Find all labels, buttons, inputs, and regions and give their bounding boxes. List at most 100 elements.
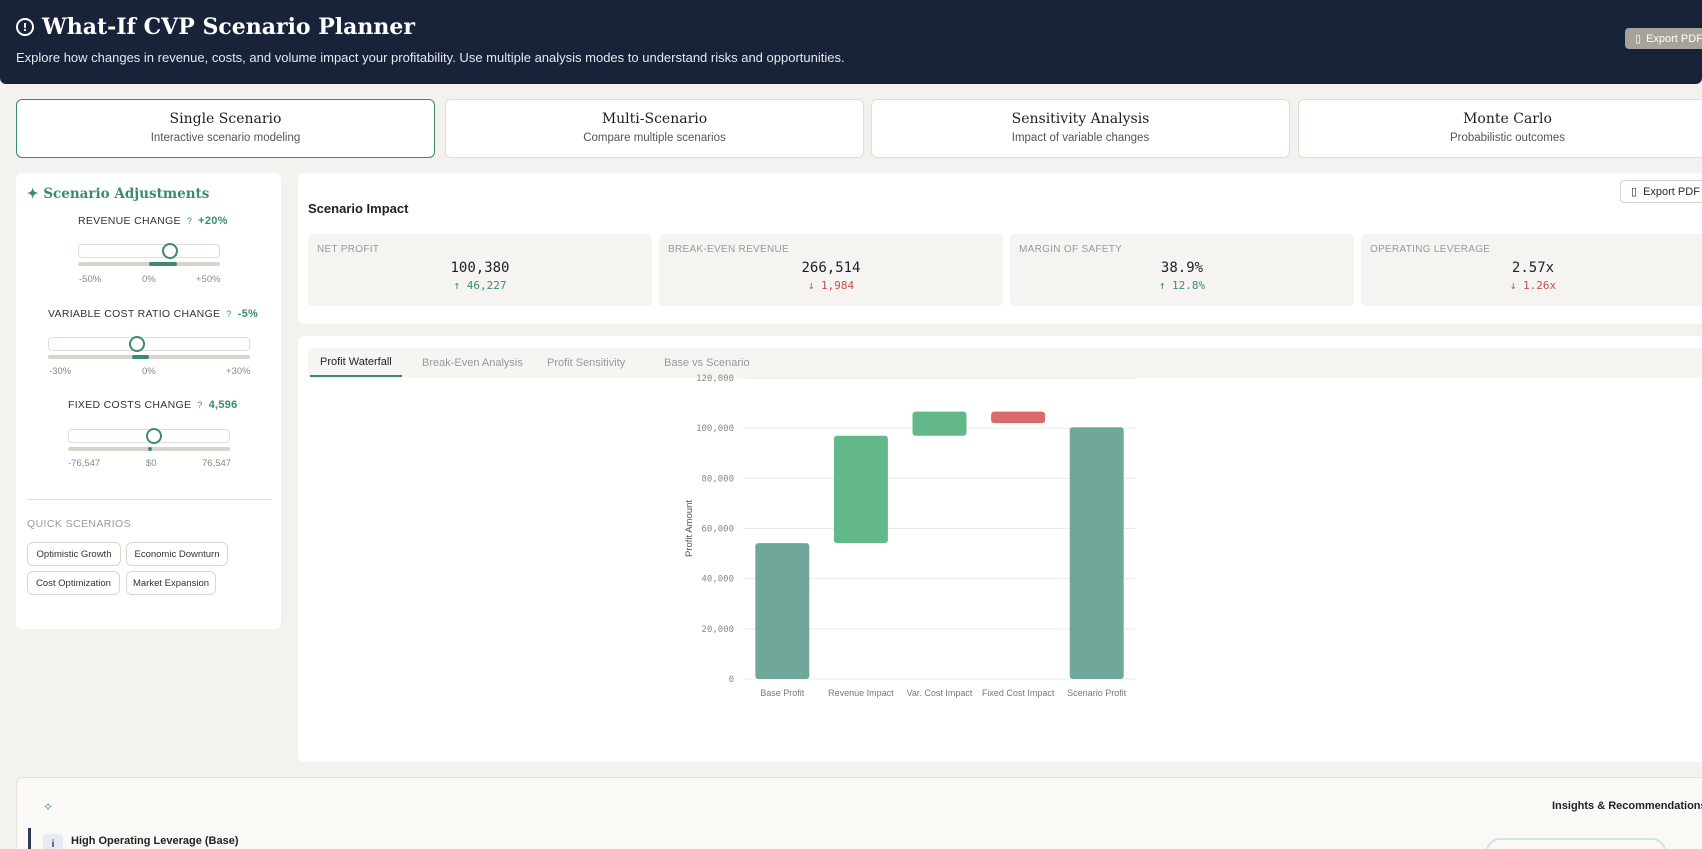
page-title-text: What-If CVP Scenario Planner (42, 14, 415, 40)
tab-base-vs-scenario[interactable]: Base vs Scenario (664, 356, 750, 369)
x-tick-label: Base Profit (760, 688, 805, 698)
revenue-change-value: +20% (198, 215, 228, 227)
y-axis-label: Profit Amount (684, 500, 695, 557)
mode-tab-subtitle: Compare multiple scenarios (583, 132, 726, 144)
variable-cost-slider-fill (132, 355, 149, 359)
variable-cost-slider[interactable] (48, 355, 250, 359)
waterfall-bar (1069, 427, 1124, 679)
mode-tab-single-scenario[interactable]: Single Scenario Interactive scenario mod… (16, 99, 435, 158)
variable-cost-change-label: VARIABLE COST RATIO CHANGE ? -5% (48, 308, 258, 320)
insight-row[interactable]: i High Operating Leverage (Base) (28, 828, 1428, 849)
metric-value: 266,514 (801, 260, 861, 276)
fixed-costs-change-label-text: FIXED COSTS CHANGE (68, 399, 192, 411)
mode-tab-subtitle: Probabilistic outcomes (1449, 132, 1566, 144)
metric-net-profit: NET PROFIT 100,380 ↑ 46,227 (308, 234, 652, 306)
waterfall-bar (991, 411, 1046, 424)
mode-tab-title: Monte Carlo (1463, 111, 1552, 127)
metric-delta: ↓ 1,984 (807, 279, 855, 292)
fixed-costs-mid-label: $0 (146, 458, 157, 469)
waterfall-bar (755, 543, 810, 679)
x-tick-label: Var. Cost Impact (907, 688, 973, 698)
scenario-adjustments-title-text: Scenario Adjustments (43, 186, 210, 202)
y-tick-label: 120,000 (696, 374, 734, 384)
economic-downturn-button[interactable]: Economic Downturn (126, 542, 228, 566)
revenue-change-slider-box (78, 244, 220, 258)
export-pdf-button[interactable]: ▯ Export PDF (1625, 28, 1702, 49)
help-icon[interactable]: ? (186, 216, 193, 226)
fixed-costs-change-label: FIXED COSTS CHANGE ? 4,596 (68, 399, 238, 411)
fixed-costs-slider-thumb[interactable] (146, 428, 162, 444)
document-icon: ▯ (1631, 186, 1638, 198)
variable-cost-change-value: -5% (237, 308, 259, 320)
variable-cost-slider-thumb[interactable] (129, 336, 145, 352)
mode-tab-title: Single Scenario (169, 111, 282, 127)
revenue-min-label: -50% (79, 274, 102, 285)
page-header: ! What-If CVP Scenario Planner Explore h… (0, 0, 1702, 84)
optimistic-growth-button[interactable]: Optimistic Growth (27, 542, 121, 566)
insights-title: Insights & Recommendations (1552, 800, 1702, 812)
y-tick-label: 60,000 (701, 525, 734, 535)
insights-panel: ✧ Insights & Recommendations i High Oper… (16, 777, 1702, 849)
revenue-max-label: +50% (196, 274, 221, 285)
market-expansion-button[interactable]: Market Expansion (126, 571, 216, 595)
mode-tab-title: Multi-Scenario (601, 111, 708, 127)
revenue-change-slider-fill (149, 262, 177, 266)
divider (27, 499, 272, 500)
metric-value: 2.57x (1511, 260, 1555, 276)
y-tick-label: 0 (729, 675, 734, 685)
cost-optimization-button[interactable]: Cost Optimization (27, 571, 120, 595)
metric-break-even-revenue: BREAK-EVEN REVENUE 266,514 ↓ 1,984 (659, 234, 1003, 306)
revenue-change-label: REVENUE CHANGE ? +20% (78, 215, 228, 227)
metric-margin-of-safety: MARGIN OF SAFETY 38.9% ↑ 12.8% (1010, 234, 1354, 306)
y-tick-label: 20,000 (701, 625, 734, 635)
export-pdf-label: Export PDF (1646, 32, 1702, 45)
chart-panel: Profit Waterfall Break-Even Analysis Pro… (298, 336, 1702, 762)
metric-value: 38.9% (1160, 260, 1204, 276)
insight-action-button[interactable] (1486, 838, 1666, 849)
metric-label: NET PROFIT (317, 244, 380, 255)
fixed-costs-slider-fill (148, 447, 152, 451)
waterfall-bar (912, 411, 967, 436)
scenario-adjustments-title: ✦ Scenario Adjustments (27, 186, 209, 202)
mode-tab-subtitle: Impact of variable changes (1011, 132, 1150, 144)
info-icon: i (43, 834, 63, 849)
quick-scenarios-title: QUICK SCENARIOS (27, 518, 132, 530)
y-tick-label: 100,000 (696, 424, 734, 434)
profit-waterfall-chart: 0 20,000 40,000 60,000 80,000 100,000 120,000 P… (684, 374, 1136, 698)
insight-text: High Operating Leverage (Base) (71, 835, 239, 847)
y-tick-label: 40,000 (701, 575, 734, 585)
tab-break-even-analysis[interactable]: Break-Even Analysis (422, 356, 523, 369)
page-subtitle: Explore how changes in revenue, costs, a… (16, 50, 845, 65)
tab-profit-sensitivity[interactable]: Profit Sensitivity (547, 356, 626, 369)
page-title: ! What-If CVP Scenario Planner (16, 14, 415, 40)
metric-operating-leverage: OPERATING LEVERAGE 2.57x ↓ 1.26x (1361, 234, 1702, 306)
scenario-impact-panel: Scenario Impact ▯ Export PDF NET PROFIT … (298, 173, 1702, 324)
metric-label: BREAK-EVEN REVENUE (668, 244, 789, 255)
variable-cost-change-label-text: VARIABLE COST RATIO CHANGE (48, 308, 221, 320)
revenue-change-label-text: REVENUE CHANGE (78, 215, 181, 227)
fixed-costs-max-label: 76,547 (202, 458, 232, 469)
export-pdf-button[interactable]: ▯ Export PDF (1620, 180, 1702, 203)
revenue-mid-label: 0% (142, 274, 156, 285)
mode-tab-monte-carlo[interactable]: Monte Carlo Probabilistic outcomes (1298, 99, 1702, 158)
x-tick-label: Scenario Profit (1067, 688, 1127, 698)
metric-delta: ↑ 12.8% (1158, 279, 1206, 292)
money-icon: ✦ (27, 186, 39, 202)
scenario-adjustments-panel: ✦ Scenario Adjustments REVENUE CHANGE ? … (16, 173, 281, 629)
revenue-change-slider-thumb[interactable] (162, 243, 178, 259)
tab-profit-waterfall[interactable]: Profit Waterfall (310, 348, 402, 377)
metric-label: MARGIN OF SAFETY (1019, 244, 1123, 255)
mode-tab-sensitivity-analysis[interactable]: Sensitivity Analysis Impact of variable … (871, 99, 1290, 158)
waterfall-bar (833, 435, 888, 544)
scenario-impact-title: Scenario Impact (308, 201, 409, 216)
info-icon: ! (16, 18, 34, 36)
metric-delta: ↓ 1.26x (1509, 279, 1557, 292)
metric-value: 100,380 (450, 260, 510, 276)
mode-tab-multi-scenario[interactable]: Multi-Scenario Compare multiple scenario… (445, 99, 864, 158)
sparkle-icon: ✧ (43, 800, 54, 814)
help-icon[interactable]: ? (226, 309, 232, 319)
help-icon[interactable]: ? (197, 400, 203, 410)
fixed-costs-min-label: -76,547 (68, 458, 101, 469)
mode-tab-title: Sensitivity Analysis (1011, 111, 1150, 127)
chart-tabs: Profit Waterfall Break-Even Analysis Pro… (308, 348, 1702, 378)
